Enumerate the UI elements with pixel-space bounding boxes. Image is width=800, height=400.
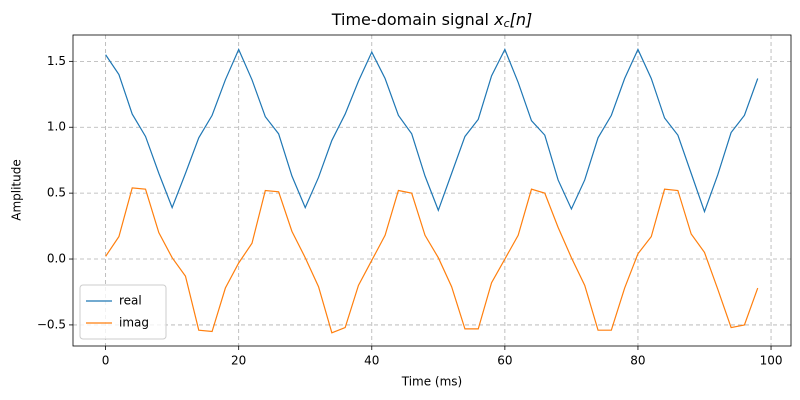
x-tick-label: 100 — [760, 354, 783, 368]
x-tick-label: 60 — [497, 354, 512, 368]
line-series — [105, 48, 759, 214]
x-tick-label: 20 — [231, 354, 246, 368]
y-tick-label: 0.0 — [47, 252, 66, 266]
y-tick-label: −0.5 — [37, 317, 66, 331]
x-tick-label: 40 — [364, 354, 379, 368]
x-tick-label: 0 — [102, 354, 110, 368]
y-axis-label: Amplitude — [10, 159, 24, 221]
plot-frame — [72, 34, 792, 347]
y-tick-label: 1.0 — [47, 120, 66, 134]
y-tick-label: 0.5 — [47, 186, 66, 200]
legend-label: real — [119, 294, 142, 308]
legend-label: imag — [119, 316, 149, 330]
x-axis-label: Time (ms) — [401, 375, 463, 389]
chart-title: Time-domain signal xc[n] — [331, 10, 533, 31]
y-tick-label: 1.5 — [47, 54, 66, 68]
line-series — [105, 187, 759, 334]
x-tick-label: 80 — [630, 354, 645, 368]
legend-box — [79, 284, 167, 340]
